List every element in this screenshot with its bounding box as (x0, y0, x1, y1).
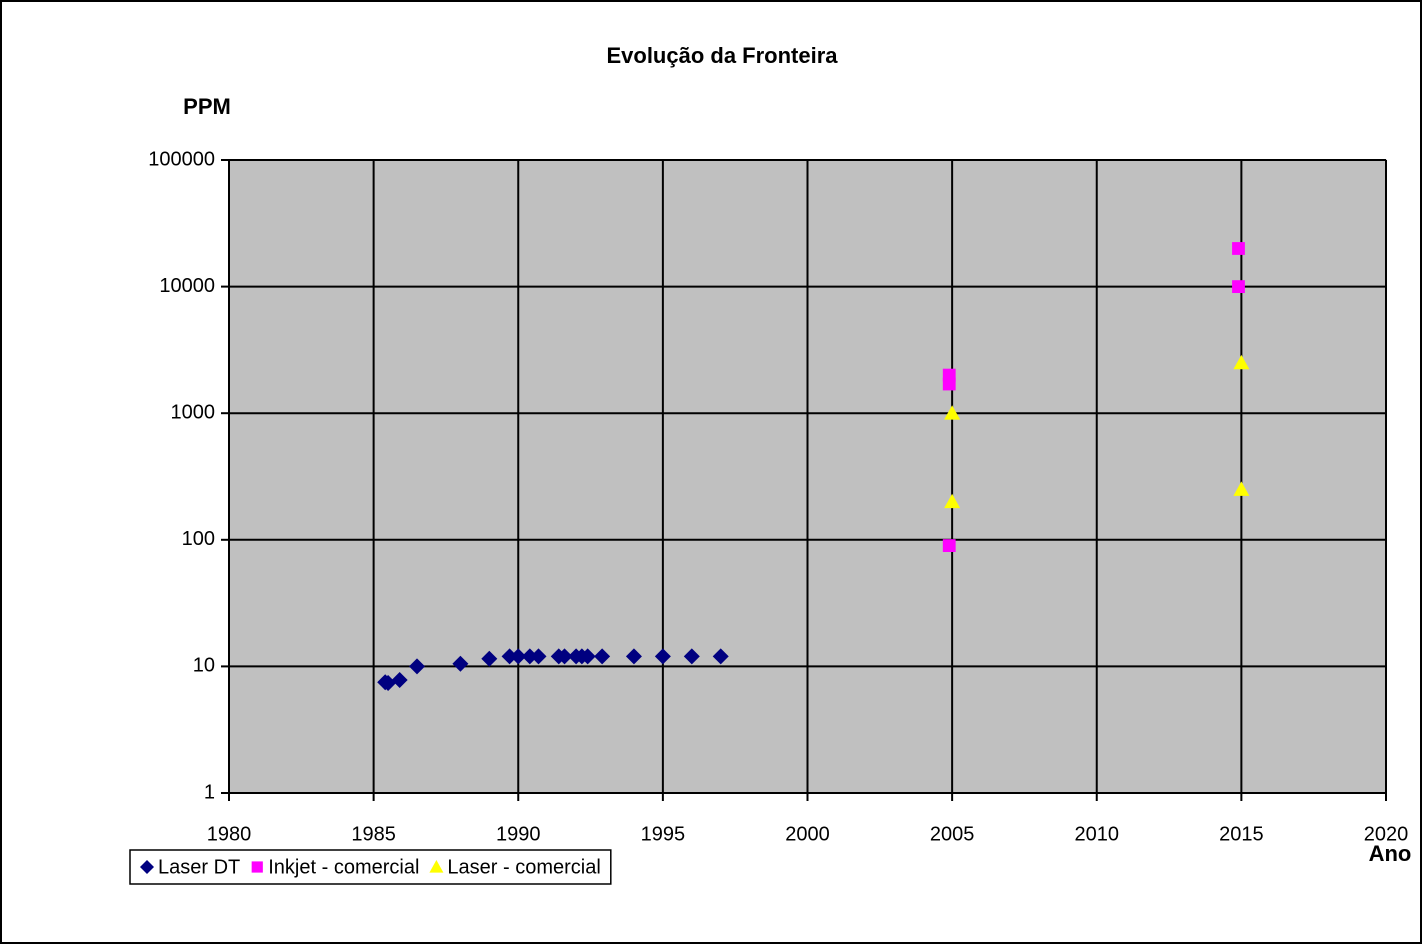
x-tick-label: 1980 (207, 823, 252, 845)
marker (683, 648, 700, 665)
marker (594, 648, 611, 665)
x-tick-label: 2005 (930, 823, 975, 845)
x-tick-label: 2015 (1219, 823, 1264, 845)
y-tick-label: 1 (204, 781, 215, 803)
legend-box (129, 849, 612, 885)
x-tick-label: 2010 (1075, 823, 1120, 845)
y-tick-label: 10000 (159, 275, 215, 297)
marker (251, 861, 263, 873)
marker (1232, 280, 1245, 293)
marker (654, 648, 671, 665)
marker (391, 672, 408, 689)
marker (429, 860, 444, 873)
marker (510, 648, 527, 665)
y-tick-label: 10 (193, 655, 215, 677)
marker (521, 648, 538, 665)
marker (942, 368, 956, 382)
x-tick-label: 2020 (1364, 823, 1409, 845)
marker (1233, 481, 1250, 496)
marker (140, 860, 154, 874)
marker (481, 650, 498, 667)
marker (712, 648, 729, 665)
x-tick-label: 2000 (785, 823, 830, 845)
x-tick-label: 1990 (496, 823, 541, 845)
marker (942, 539, 956, 552)
marker (579, 648, 596, 665)
marker (409, 658, 426, 675)
marker (944, 493, 961, 509)
marker (944, 405, 961, 420)
marker (501, 648, 518, 665)
y-axis-label: PPM (183, 94, 231, 119)
marker (530, 648, 547, 665)
marker (452, 655, 469, 672)
chart-title: Evolução da Fronteira (606, 43, 838, 68)
legend-label: Laser - comercial (447, 856, 600, 878)
x-tick-label: 1985 (351, 823, 396, 845)
x-tick-label: 1995 (641, 823, 686, 845)
y-tick-label: 1000 (171, 401, 216, 423)
legend-label: Inkjet - comercial (268, 856, 419, 878)
marker (1232, 242, 1245, 255)
y-tick-label: 100 (182, 528, 215, 550)
legend: Laser DT Inkjet - comercial Laser - comerc… (129, 849, 612, 885)
marker (1233, 354, 1250, 370)
marker (556, 648, 573, 665)
marker (380, 674, 397, 691)
marker (625, 648, 642, 665)
x-axis-label: Ano (1369, 841, 1412, 866)
legend-label: Laser DT (158, 856, 240, 878)
y-tick-label: 100000 (148, 148, 215, 170)
